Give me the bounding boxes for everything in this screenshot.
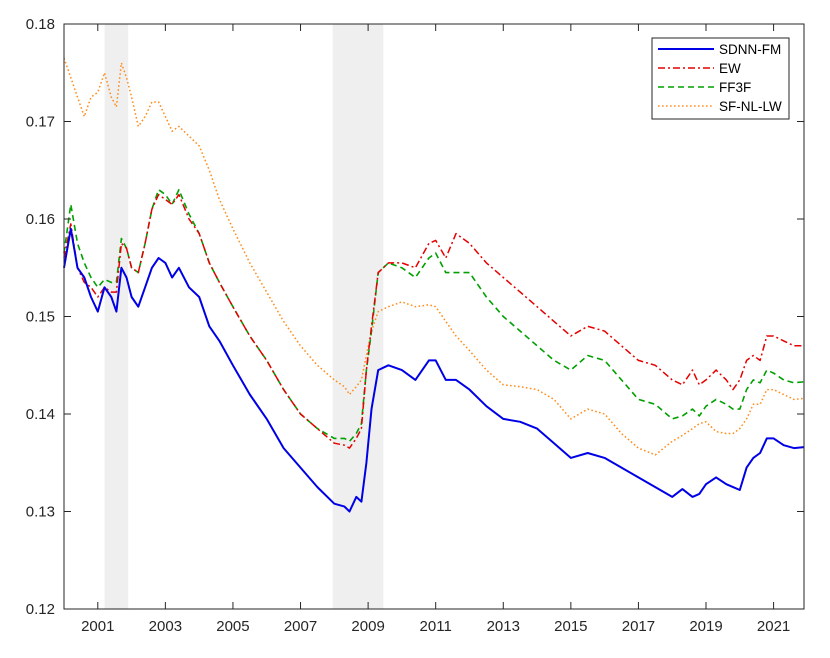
legend-item-sdnn-fm: SDNN-FM [658,42,781,57]
x-tick-label: 2015 [554,618,587,635]
series-line-sf-nl-lw [63,57,805,456]
series-line-sdnn-fm [63,227,805,513]
x-tick-label: 2009 [351,618,384,635]
y-tick-label: 0.16 [26,211,55,228]
recession-band [332,24,384,609]
x-tick-label: 2011 [420,618,452,635]
legend-label-sf-nl-lw: SF-NL-LW [719,99,782,114]
legend-item-sf-nl-lw: SF-NL-LW [658,99,782,114]
series-layer [63,57,805,513]
x-tick-label: 2017 [622,618,655,635]
legend-label-ff3f: FF3F [719,80,751,95]
x-tick-label: 2003 [149,618,182,635]
recession-shading-layer [104,24,384,609]
legend-label-ew: EW [719,61,741,76]
y-tick-label: 0.12 [26,601,55,618]
x-tick-label: 2001 [81,618,114,635]
x-tick-label: 2005 [216,618,249,635]
y-tick-label: 0.17 [26,114,55,131]
y-tick-label: 0.14 [26,406,55,423]
series-line-ff3f [63,188,805,443]
x-tick-label: 2013 [487,618,520,635]
series-line-ew [63,193,804,449]
y-tick-label: 0.15 [26,309,55,326]
y-tick-label: 0.13 [26,504,55,521]
x-tick-label: 2019 [689,618,722,635]
legend-item-ew: EW [658,61,741,76]
axis-layer: 2001 2003 2005 2007 2009 2011 2013 2015 2017 2019… [26,16,804,635]
recession-band [104,24,129,609]
y-tick-label: 0.18 [26,16,55,33]
x-tick-label: 2021 [757,618,790,635]
legend-label-sdnn-fm: SDNN-FM [719,42,781,57]
legend-item-ff3f: FF3F [658,80,751,95]
x-tick-label: 2007 [284,618,317,635]
legend: SDNN-FM EW FF3F SF-NL-LW [651,37,790,120]
